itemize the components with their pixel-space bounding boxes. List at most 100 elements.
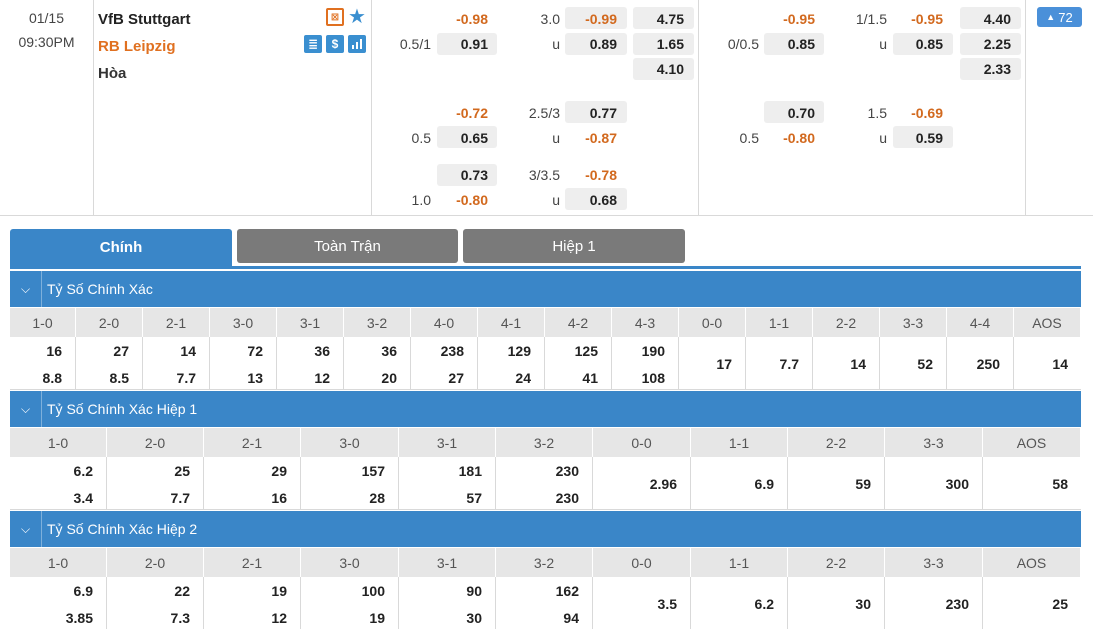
score-odds-cell[interactable]: 129 24 xyxy=(478,337,545,390)
score-odds-cell[interactable]: 25 xyxy=(983,577,1081,629)
score-odds-cell[interactable]: 230 xyxy=(885,577,983,629)
score-odds-cell[interactable]: 2.96 xyxy=(593,457,691,510)
tab-first-half[interactable]: Hiệp 1 xyxy=(463,229,685,263)
score-odds-cell[interactable]: 36 12 xyxy=(277,337,344,390)
chevron-down-icon[interactable]: ⌵ xyxy=(10,391,42,427)
draw-odds-value[interactable]: 6.2 xyxy=(754,595,774,612)
away-odds-value[interactable]: 24 xyxy=(515,370,531,386)
home-odds-value[interactable]: 6.9 xyxy=(73,583,93,599)
odds-h1-1x2-home[interactable]: 4.40 xyxy=(983,11,1011,27)
home-odds-value[interactable]: 36 xyxy=(381,343,397,359)
odds-h1-alt-ou-over[interactable]: -0.69 xyxy=(911,105,943,121)
odds-h1-1x2-draw[interactable]: 2.33 xyxy=(983,61,1011,77)
home-odds-value[interactable]: 190 xyxy=(641,343,665,359)
stats-icon[interactable]: ≣ xyxy=(304,35,322,53)
score-odds-cell[interactable]: 181 57 xyxy=(399,457,496,510)
odds-hdp-away[interactable]: 0.91 xyxy=(460,36,488,52)
away-odds-value[interactable]: 27 xyxy=(448,370,464,386)
draw-odds-value[interactable]: 3.5 xyxy=(657,595,677,612)
odds-1x2-away[interactable]: 1.65 xyxy=(656,36,684,52)
home-odds-value[interactable]: 36 xyxy=(314,343,330,359)
home-odds-value[interactable]: 29 xyxy=(271,463,287,479)
away-odds-value[interactable]: 7.7 xyxy=(170,490,190,506)
section-header[interactable]: ⌵ Tỷ Số Chính Xác Hiệp 2 xyxy=(10,511,1081,547)
away-odds-value[interactable]: 94 xyxy=(563,610,579,626)
odds-h1-alt-hdp-away[interactable]: -0.80 xyxy=(783,130,815,146)
away-odds-value[interactable]: 3.4 xyxy=(73,490,93,506)
score-odds-cell[interactable]: 52 xyxy=(880,337,947,390)
away-odds-value[interactable]: 12 xyxy=(271,610,287,626)
score-odds-cell[interactable]: 17 xyxy=(679,337,746,390)
draw-odds-value[interactable]: 2.96 xyxy=(649,475,677,492)
away-odds-value[interactable]: 30 xyxy=(466,610,482,626)
score-odds-cell[interactable]: 90 30 xyxy=(399,577,496,629)
score-odds-cell[interactable]: 100 19 xyxy=(301,577,399,629)
star-icon[interactable]: ★ xyxy=(348,5,366,28)
score-odds-cell[interactable]: 14 xyxy=(813,337,880,390)
score-odds-cell[interactable]: 19 12 xyxy=(204,577,301,629)
odds-1x2-home[interactable]: 4.75 xyxy=(656,11,684,27)
odds-alt2-ou-over[interactable]: -0.78 xyxy=(585,167,617,183)
home-odds-value[interactable]: 22 xyxy=(174,583,190,599)
away-odds-value[interactable]: 41 xyxy=(582,370,598,386)
draw-odds-value[interactable]: 25 xyxy=(1052,595,1068,612)
draw-odds-value[interactable]: 59 xyxy=(855,475,871,492)
home-team[interactable]: VfB Stuttgart xyxy=(98,11,191,28)
tab-full-match[interactable]: Toàn Trận xyxy=(237,229,458,263)
home-odds-value[interactable]: 162 xyxy=(555,583,579,599)
draw-odds-value[interactable]: 230 xyxy=(945,595,969,612)
home-odds-value[interactable]: 19 xyxy=(271,583,287,599)
away-odds-value[interactable]: 7.7 xyxy=(176,370,196,386)
odds-h1-hdp-away[interactable]: 0.85 xyxy=(787,36,815,52)
draw-odds-value[interactable]: 52 xyxy=(917,355,933,372)
draw-odds-value[interactable]: 17 xyxy=(716,355,732,372)
odds-h1-hdp-home[interactable]: -0.95 xyxy=(783,11,815,27)
odds-alt2-hdp-home[interactable]: 0.73 xyxy=(460,167,488,183)
odds-alt-hdp-home[interactable]: -0.72 xyxy=(456,105,488,121)
score-odds-cell[interactable]: 6.2 xyxy=(691,577,788,629)
score-odds-cell[interactable]: 22 7.3 xyxy=(107,577,204,629)
odds-1x2-draw[interactable]: 4.10 xyxy=(656,61,684,77)
odds-ou-under[interactable]: 0.89 xyxy=(589,36,617,52)
draw-odds-value[interactable]: 7.7 xyxy=(779,355,799,372)
score-odds-cell[interactable]: 250 xyxy=(947,337,1014,390)
section-header[interactable]: ⌵ Tỷ Số Chính Xác Hiệp 1 xyxy=(10,391,1081,427)
score-odds-cell[interactable]: 162 94 xyxy=(496,577,593,629)
draw-odds-value[interactable]: 250 xyxy=(976,355,1000,372)
away-odds-value[interactable]: 3.85 xyxy=(65,610,93,626)
odds-alt-ou-over[interactable]: 0.77 xyxy=(589,105,617,121)
away-odds-value[interactable]: 20 xyxy=(381,370,397,386)
away-odds-value[interactable]: 8.5 xyxy=(109,370,129,386)
home-odds-value[interactable]: 27 xyxy=(113,343,129,359)
odds-alt-ou-under[interactable]: -0.87 xyxy=(585,130,617,146)
draw-odds-value[interactable]: 300 xyxy=(945,475,969,492)
more-markets-button[interactable]: ▲ 72 xyxy=(1037,7,1082,27)
home-odds-value[interactable]: 157 xyxy=(361,463,385,479)
money-icon[interactable]: $ xyxy=(326,35,344,53)
chart-icon[interactable] xyxy=(348,35,366,53)
draw-odds-value[interactable]: 6.9 xyxy=(754,475,774,492)
odds-alt2-hdp-away[interactable]: -0.80 xyxy=(456,192,488,208)
score-odds-cell[interactable]: 238 27 xyxy=(411,337,478,390)
odds-hdp-home[interactable]: -0.98 xyxy=(456,11,488,27)
score-odds-cell[interactable]: 16 8.8 xyxy=(10,337,76,390)
away-odds-value[interactable]: 108 xyxy=(641,370,665,386)
score-odds-cell[interactable]: 29 16 xyxy=(204,457,301,510)
section-header[interactable]: ⌵ Tỷ Số Chính Xác xyxy=(10,271,1081,307)
away-odds-value[interactable]: 57 xyxy=(466,490,482,506)
odds-h1-ou-under[interactable]: 0.85 xyxy=(915,36,943,52)
score-odds-cell[interactable]: 58 xyxy=(983,457,1081,510)
score-odds-cell[interactable]: 30 xyxy=(788,577,885,629)
home-odds-value[interactable]: 25 xyxy=(174,463,190,479)
score-odds-cell[interactable]: 36 20 xyxy=(344,337,411,390)
home-odds-value[interactable]: 230 xyxy=(555,463,579,479)
draw-odds-value[interactable]: 14 xyxy=(1052,355,1068,372)
score-odds-cell[interactable]: 125 41 xyxy=(545,337,612,390)
home-odds-value[interactable]: 72 xyxy=(247,343,263,359)
lineup-icon[interactable]: ⊠ xyxy=(326,8,344,26)
odds-alt2-ou-under[interactable]: 0.68 xyxy=(589,192,617,208)
score-odds-cell[interactable]: 27 8.5 xyxy=(76,337,143,390)
home-odds-value[interactable]: 6.2 xyxy=(73,463,93,479)
score-odds-cell[interactable]: 6.2 3.4 xyxy=(10,457,107,510)
score-odds-cell[interactable]: 3.5 xyxy=(593,577,691,629)
